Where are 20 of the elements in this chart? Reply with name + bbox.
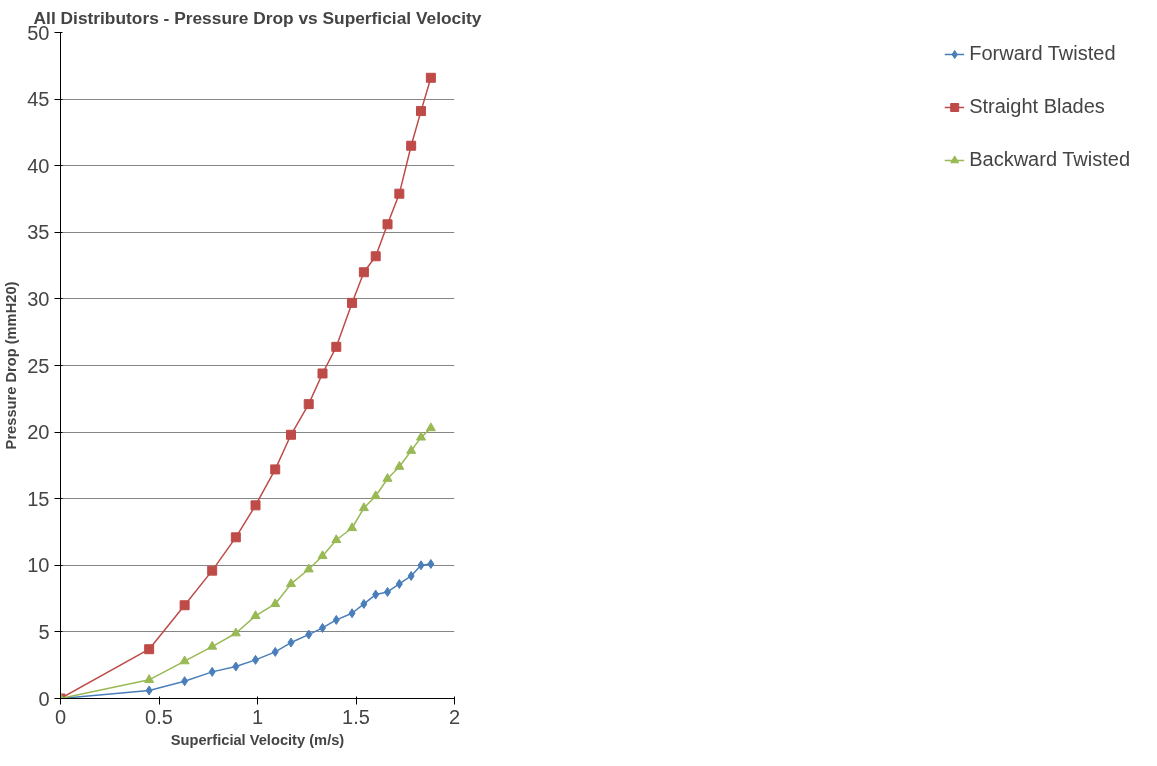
y-axis-title: Pressure Drop (mmH20) (3, 281, 20, 450)
legend-label: Straight Blades (969, 95, 1105, 118)
y-tick-label: 35 (27, 221, 50, 244)
y-tick-label: 0 (38, 687, 50, 710)
x-tick-label: 0.5 (145, 705, 173, 728)
y-tick-label: 25 (27, 354, 50, 377)
x-tick-label: 2 (448, 705, 461, 728)
x-tick-label: 1 (251, 705, 264, 728)
y-tick-label: 45 (27, 88, 50, 111)
legend-label: Backward Twisted (969, 148, 1130, 171)
y-tick-label: 5 (38, 620, 50, 643)
legend-label: Forward Twisted (969, 42, 1116, 65)
x-tick-label: 1.5 (342, 705, 370, 728)
y-tick-label: 30 (27, 287, 50, 310)
y-tick-label: 20 (27, 421, 50, 444)
y-tick-label: 40 (27, 154, 50, 177)
x-tick-label: 0 (54, 705, 67, 728)
y-tick-label: 10 (27, 554, 50, 577)
y-tick-label: 15 (27, 487, 50, 510)
x-axis-title: Superficial Velocity (m/s) (170, 731, 345, 748)
